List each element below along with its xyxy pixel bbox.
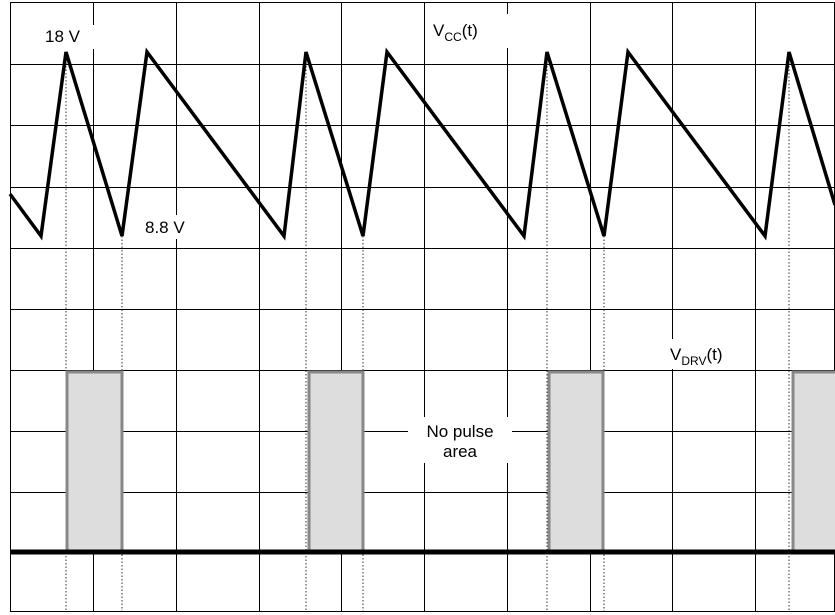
vcc-name: V [433,21,445,40]
drive-pulse [547,370,605,554]
vcc-trace [8,47,835,241]
vcc-label-bg [428,14,510,48]
no-pulse-label-bg [408,417,512,463]
peak-voltage-label: 18 V [45,27,81,46]
plot-border [10,2,835,612]
vdrv-subscript: DRV [681,354,706,368]
drive-pulse [65,370,124,554]
grid [10,2,835,612]
peak-label-bg [40,25,96,49]
valley-label-bg [140,215,204,239]
no-pulse-label-line2: area [443,442,478,461]
vcc-suffix: (t) [462,21,478,40]
drive-pulse [307,370,365,554]
vdrv-suffix: (t) [706,345,722,364]
vdrv-pulses [65,370,835,554]
vdrv-name: V [670,345,682,364]
no-pulse-label-line1: No pulse [426,422,493,441]
drive-pulse [791,370,835,554]
timing-markers [65,52,790,612]
vcc-signal-label: VCC(t) [433,21,478,44]
valley-voltage-label: 8.8 V [145,218,185,237]
vdrv-signal-label: VDRV(t) [670,345,723,368]
vdrv-label-bg [667,339,745,369]
vcc-subscript: CC [444,30,462,44]
